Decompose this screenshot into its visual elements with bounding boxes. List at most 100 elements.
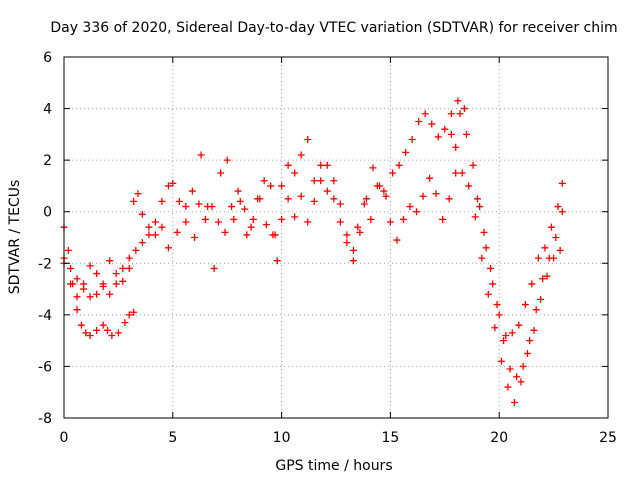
- data-point: [278, 182, 286, 190]
- data-point: [80, 280, 88, 288]
- data-point: [556, 246, 564, 254]
- data-point: [552, 234, 560, 241]
- data-point: [164, 182, 172, 190]
- series-satellite-track-9: [473, 195, 566, 381]
- data-point: [508, 329, 516, 337]
- y-tick-label: -4: [38, 308, 52, 324]
- data-point: [119, 277, 127, 285]
- data-point: [262, 221, 270, 229]
- data-point: [469, 161, 477, 169]
- data-point: [291, 169, 299, 177]
- data-point: [86, 262, 94, 270]
- data-point: [145, 231, 153, 239]
- data-point: [317, 177, 325, 185]
- data-point: [434, 133, 442, 141]
- data-point: [558, 208, 566, 216]
- data-point: [482, 244, 490, 252]
- data-point: [73, 306, 81, 314]
- data-point: [132, 246, 140, 254]
- data-point: [234, 187, 242, 195]
- data-point: [106, 290, 114, 298]
- data-point: [439, 215, 447, 223]
- data-point: [537, 295, 545, 303]
- data-point: [217, 169, 225, 177]
- data-point: [356, 228, 364, 236]
- data-point: [517, 378, 525, 386]
- data-point: [86, 331, 94, 339]
- data-point: [191, 234, 199, 241]
- data-point: [473, 195, 481, 203]
- data-point: [243, 231, 251, 239]
- data-point: [441, 125, 449, 133]
- data-point: [93, 290, 101, 298]
- data-point: [236, 197, 244, 205]
- data-point: [452, 143, 460, 151]
- data-point: [452, 169, 460, 177]
- data-markers: [60, 97, 566, 407]
- data-point: [214, 218, 222, 226]
- data-point: [284, 161, 292, 169]
- data-point: [221, 228, 229, 236]
- data-point: [510, 399, 518, 407]
- series-satellite-track-4: [164, 151, 277, 272]
- data-point: [228, 203, 236, 211]
- data-point: [419, 192, 427, 200]
- data-point: [506, 365, 514, 373]
- y-tick-label: -2: [38, 256, 52, 272]
- chart-title: Day 336 of 2020, Sidereal Day-to-day VTE…: [50, 20, 617, 36]
- data-point: [343, 231, 351, 239]
- data-point: [380, 187, 388, 195]
- data-point: [106, 257, 114, 265]
- data-point: [478, 254, 486, 262]
- data-point: [201, 215, 209, 223]
- data-point: [515, 321, 523, 329]
- data-point: [447, 110, 455, 118]
- data-point: [151, 218, 159, 226]
- data-point: [323, 161, 331, 169]
- data-point: [513, 373, 521, 381]
- x-tick-label: 10: [273, 430, 291, 446]
- y-tick-label: 2: [43, 153, 52, 169]
- data-point: [182, 218, 190, 226]
- data-point: [125, 264, 133, 272]
- data-point: [173, 228, 181, 236]
- y-tick-label: 6: [43, 50, 52, 66]
- data-point: [93, 270, 101, 278]
- data-point: [476, 203, 484, 211]
- data-point: [249, 215, 257, 223]
- data-point: [421, 110, 429, 118]
- data-point: [112, 270, 120, 278]
- y-tick-label: 4: [43, 102, 52, 118]
- data-point: [558, 179, 566, 187]
- data-point: [297, 192, 305, 200]
- data-point: [267, 182, 275, 190]
- data-point: [521, 301, 529, 309]
- data-point: [188, 187, 196, 195]
- series-satellite-track-8: [456, 110, 566, 339]
- data-point: [367, 215, 375, 223]
- data-point: [541, 244, 549, 252]
- data-point: [362, 195, 370, 203]
- x-tick-label: 20: [490, 430, 508, 446]
- data-point: [304, 136, 312, 144]
- data-point: [454, 97, 462, 105]
- y-axis-label: SDTVAR / TECUs: [7, 180, 23, 295]
- x-tick-label: 5: [168, 430, 177, 446]
- data-point: [480, 228, 488, 236]
- data-point: [458, 169, 466, 177]
- y-tick-label: -8: [38, 411, 52, 427]
- data-point: [138, 210, 146, 218]
- data-point: [151, 231, 159, 239]
- data-point: [112, 280, 120, 288]
- grid-lines: [64, 57, 608, 418]
- data-point: [484, 290, 492, 298]
- data-point: [532, 306, 540, 314]
- data-point: [130, 197, 138, 205]
- data-point: [99, 282, 107, 290]
- data-point: [73, 293, 81, 301]
- x-axis-label: GPS time / hours: [275, 458, 392, 474]
- data-point: [197, 151, 205, 159]
- data-point: [175, 197, 183, 205]
- data-point: [169, 179, 177, 187]
